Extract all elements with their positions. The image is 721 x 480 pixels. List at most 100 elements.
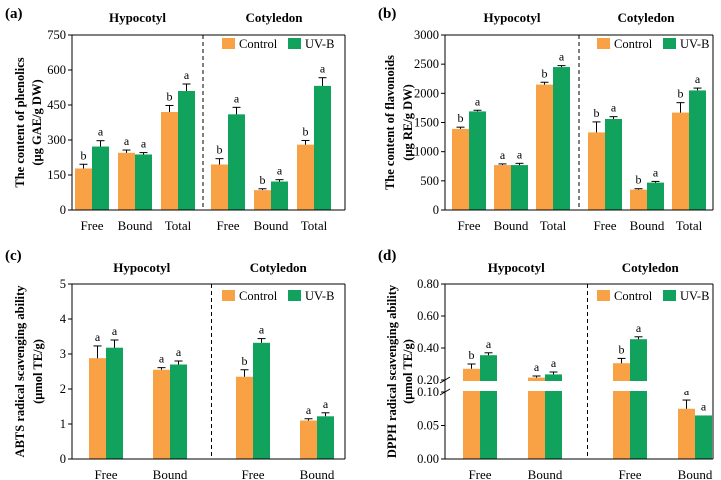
axis-break-gap-d [446,381,713,391]
bar-c-control-2 [236,376,253,459]
significance-letter-a-1-4: a [277,164,283,178]
significance-letter-b-0-5: b [678,87,684,101]
significance-letter-b-0-0: b [458,111,464,125]
significance-letter-a-1-1: a [141,137,147,151]
significance-letter-b-1-1: a [517,147,523,161]
legend-label-control-b: Control [614,37,653,51]
significance-letter-a-0-4: b [260,173,266,187]
bar-b-uvb-0 [469,111,486,210]
y-tick-label-d-6: 0.80 [417,277,439,291]
legend-swatch-uvb-c [288,290,301,301]
bar-b-uvb-3 [605,119,622,210]
legend-label-control-c: Control [239,289,278,303]
bar-c-uvb-1 [170,364,187,459]
bar-a-uvb-5 [314,85,331,210]
significance-letter-c-0-0: a [95,330,101,344]
x-tick-label-b-4: Bound [630,218,665,233]
legend-label-control-d: Control [614,289,653,303]
legend-label-uvb-d: UV-B [680,289,709,303]
significance-letter-b-1-5: a [695,72,701,86]
bar-c-uvb-0 [106,347,123,459]
significance-letter-c-1-0: a [112,324,118,338]
y-tick-label-a-2: 300 [47,133,66,147]
bar-a-control-4 [254,190,271,210]
x-tick-label-c-2: Free [241,467,264,480]
y-tick-label-c-1: 1 [60,417,66,431]
significance-letter-c-1-3: a [323,397,329,411]
significance-letter-a-0-1: a [124,134,130,148]
x-tick-label-d-3: Bound [678,467,713,480]
bar-d-control-0 [463,368,480,459]
group-title-cotyledon-c: Cotyledon [250,260,308,275]
y-tick-label-b-3: 1500 [414,116,439,130]
x-tick-label-a-1: Bound [118,218,153,233]
group-title-hypocotyl-a: Hypocotyl [109,10,166,25]
x-tick-label-d-1: Bound [528,467,563,480]
bar-b-uvb-4 [647,182,664,210]
group-title-cotyledon-d: Cotyledon [622,260,680,275]
legend-label-uvb-b: UV-B [680,37,709,51]
bar-b-control-4 [630,189,647,210]
bar-a-uvb-1 [135,154,152,210]
y-axis-unit-d: (μmol TE/g) [401,339,415,404]
significance-letter-d-0-2: b [619,342,625,356]
panel-label-c: (c) [5,248,22,264]
legend-label-uvb-a: UV-B [305,37,334,51]
bar-b-control-2 [536,84,553,210]
significance-letter-b-1-2: a [559,50,565,64]
x-tick-label-c-0: Free [94,467,117,480]
bar-b-uvb-2 [553,67,570,210]
x-tick-label-d-2: Free [618,467,641,480]
x-tick-label-a-5: Total [301,218,328,233]
y-axis-unit-c: (μmol TE/g) [31,339,45,404]
significance-letter-d-1-2: a [636,321,642,335]
bar-d-uvb-0 [480,355,497,459]
bar-a-control-2 [161,112,178,210]
x-tick-label-a-4: Bound [254,218,289,233]
significance-letter-a-1-3: a [234,91,240,105]
y-tick-label-a-0: 0 [60,203,66,217]
bar-a-control-0 [75,168,92,210]
y-tick-label-d-2: 0.10 [417,385,439,399]
significance-letter-a-1-0: a [98,125,104,139]
group-title-hypocotyl-b: Hypocotyl [483,10,540,25]
bar-a-uvb-2 [178,91,195,210]
group-title-hypocotyl-d: Hypocotyl [488,260,545,275]
y-tick-label-b-4: 2000 [414,86,439,100]
legend-label-control-a: Control [239,37,278,51]
x-tick-label-a-2: Total [165,218,192,233]
y-tick-label-d-0: 0.00 [417,452,439,466]
panel-label-d: (d) [378,248,396,264]
y-tick-label-a-5: 750 [47,28,66,42]
x-tick-label-b-5: Total [676,218,703,233]
bar-a-control-1 [118,152,135,210]
bar-d-uvb-2 [630,339,647,459]
group-title-cotyledon-b: Cotyledon [617,10,675,25]
significance-letter-c-1-2: a [259,323,265,337]
y-axis-title-b: The content of flavonoids [383,55,397,190]
significance-letter-d-1-1: a [551,356,557,370]
panel-label-b: (b) [378,6,396,22]
y-tick-label-b-6: 3000 [414,28,439,42]
bar-a-uvb-3 [228,114,245,210]
y-tick-label-d-1: 0.05 [417,419,439,433]
legend-swatch-control-b [597,38,610,49]
y-tick-label-a-1: 150 [47,168,66,182]
y-tick-label-b-5: 2500 [414,57,439,71]
y-tick-label-c-0: 0 [60,452,66,466]
bar-d-uvb-1 [545,374,562,459]
significance-letter-a-0-5: b [303,124,309,138]
legend-swatch-uvb-b [663,38,676,49]
y-tick-label-c-3: 3 [60,347,66,361]
x-tick-label-d-0: Free [468,467,491,480]
bar-a-uvb-4 [271,181,288,210]
group-title-cotyledon-a: Cotyledon [245,10,303,25]
bar-a-uvb-0 [92,146,109,210]
y-tick-label-d-5: 0.60 [417,309,439,323]
y-tick-label-a-4: 600 [47,63,66,77]
y-axis-title-c: ABTS radical scavenging ability [13,285,27,458]
significance-letter-b-1-4: a [653,165,659,179]
bar-d-control-2 [613,363,630,459]
significance-letter-d-1-0: a [486,337,492,351]
